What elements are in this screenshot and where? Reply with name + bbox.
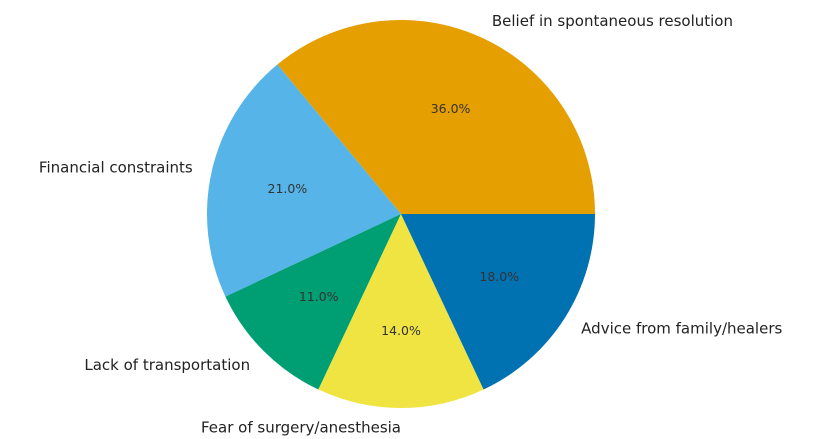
- pie-slice-financial-constraints: [206, 64, 401, 297]
- pie-slice-advice-from-family-healers: [401, 214, 595, 390]
- pct-label-financial-constraints: 21.0%: [268, 181, 308, 196]
- category-label-fear-of-surgery-anesthesia: Fear of surgery/anesthesia: [201, 418, 401, 436]
- category-label-belief-in-spontaneous-resolution: Belief in spontaneous resolution: [492, 12, 733, 30]
- pie-slice-lack-of-transportation: [225, 214, 401, 390]
- pct-label-advice-from-family-healers: 18.0%: [479, 269, 519, 284]
- category-label-lack-of-transportation: Lack of transportation: [84, 356, 250, 374]
- pie-slices: [206, 19, 595, 409]
- pie-slice-fear-of-surgery-anesthesia: [318, 214, 484, 409]
- pct-label-lack-of-transportation: 11.0%: [299, 289, 339, 304]
- category-label-financial-constraints: Financial constraints: [39, 158, 193, 176]
- pie-slice-belief-in-spontaneous-resolution: [277, 19, 595, 214]
- category-label-advice-from-family-healers: Advice from family/healers: [581, 319, 782, 337]
- percentage-labels: 36.0% 21.0% 11.0% 14.0% 18.0%: [268, 101, 520, 338]
- pct-label-belief-in-spontaneous-resolution: 36.0%: [431, 101, 471, 116]
- category-labels: Belief in spontaneous resolution Financia…: [39, 12, 783, 436]
- pct-label-fear-of-surgery-anesthesia: 14.0%: [381, 323, 421, 338]
